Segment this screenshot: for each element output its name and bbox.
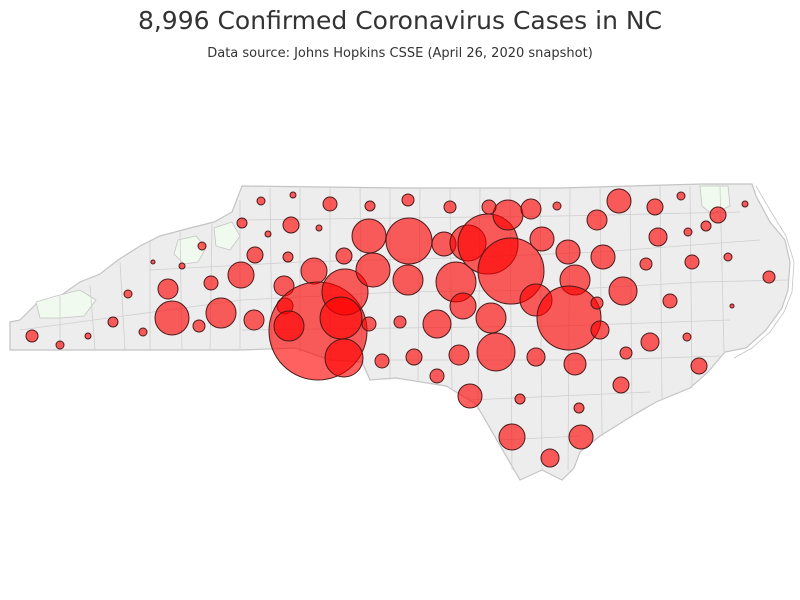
county-bubble xyxy=(197,241,207,251)
county-bubble xyxy=(555,239,581,265)
county-bubble xyxy=(243,309,265,331)
county-bubble xyxy=(319,296,363,340)
county-bubble xyxy=(590,320,610,340)
county-bubble xyxy=(586,209,608,231)
map-title: 8,996 Confirmed Coronavirus Cases in NC xyxy=(137,6,663,35)
county-bubble xyxy=(25,329,39,343)
county-bubble xyxy=(393,315,407,329)
county-bubble xyxy=(709,206,727,224)
county-bubble xyxy=(374,353,390,369)
county-bubble xyxy=(590,296,604,310)
county-bubble xyxy=(457,383,483,409)
county-bubble xyxy=(227,261,255,289)
county-bubble xyxy=(448,344,470,366)
county-bubble xyxy=(723,252,733,262)
county-bubble xyxy=(178,262,186,270)
county-bubble xyxy=(520,198,542,220)
county-bubble xyxy=(475,302,507,334)
county-bubble xyxy=(648,227,668,247)
county-bubble xyxy=(289,191,297,199)
county-bubble xyxy=(150,259,156,265)
county-bubble xyxy=(729,303,735,309)
outer-banks xyxy=(733,185,795,359)
county-bubble xyxy=(481,199,497,215)
county-bubble xyxy=(676,191,686,201)
county-bubble xyxy=(322,196,338,212)
county-bubble xyxy=(154,300,190,336)
county-bubble xyxy=(690,357,708,375)
county-bubble xyxy=(492,199,524,231)
county-bubble xyxy=(514,393,526,405)
county-bubble xyxy=(590,244,616,270)
county-bubble xyxy=(256,196,266,206)
bubble-layer xyxy=(25,188,776,468)
county-bubble xyxy=(536,285,602,351)
county-bubble xyxy=(646,198,664,216)
county-bubble xyxy=(364,200,376,212)
county-bubble xyxy=(612,376,630,394)
county-bubble xyxy=(84,332,92,340)
county-bubble xyxy=(741,200,749,208)
county-tinted xyxy=(35,289,97,319)
county-bubble xyxy=(282,216,300,234)
county-bubble xyxy=(264,230,272,238)
county-bubble xyxy=(568,424,594,450)
county-bubble xyxy=(526,347,546,367)
county-bubble xyxy=(123,289,133,299)
county-bubble xyxy=(498,423,526,451)
county-bubble xyxy=(552,201,562,211)
county-tinted xyxy=(213,221,241,251)
county-bubble xyxy=(563,352,587,376)
county-bubble xyxy=(662,293,678,309)
county-bubble xyxy=(700,220,712,232)
county-bubble xyxy=(157,278,179,300)
county-bubble xyxy=(683,227,693,237)
county-bubble xyxy=(405,348,423,366)
county-bubble xyxy=(449,292,477,320)
county-bubble xyxy=(608,276,638,306)
county-bubble xyxy=(355,252,391,288)
county-bubble xyxy=(203,275,219,291)
county-bubble xyxy=(107,316,119,328)
county-bubble xyxy=(236,217,248,229)
county-tinted xyxy=(173,235,207,265)
county-bubble xyxy=(682,332,692,342)
county-bubble xyxy=(573,402,585,414)
county-bubble xyxy=(619,346,633,360)
county-bubble xyxy=(429,368,445,384)
county-bubble xyxy=(361,316,377,332)
county-bubble xyxy=(422,309,452,339)
county-bubble xyxy=(300,257,328,285)
county-bubble xyxy=(351,218,387,254)
county-bubble xyxy=(138,327,148,337)
county-bubble xyxy=(205,297,237,329)
county-bubble xyxy=(684,254,700,270)
county-bubble xyxy=(606,188,632,214)
county-bubble xyxy=(401,193,415,207)
county-bubble xyxy=(476,332,516,372)
county-bubble xyxy=(762,270,776,284)
county-bubble xyxy=(324,338,364,378)
county-bubble xyxy=(246,246,264,264)
county-bubble xyxy=(55,340,65,350)
county-bubble xyxy=(540,448,560,468)
county-bubble xyxy=(639,257,653,271)
county-bubble xyxy=(335,247,353,265)
county-bubble xyxy=(529,226,555,252)
county-bubble xyxy=(443,200,457,214)
county-bubble xyxy=(385,217,433,265)
county-bubble xyxy=(192,319,206,333)
county-bubble xyxy=(282,251,294,263)
county-bubble xyxy=(315,224,323,232)
map-subtitle: Data source: Johns Hopkins CSSE (April 2… xyxy=(207,46,593,61)
county-bubble xyxy=(273,310,305,342)
county-bubble xyxy=(640,332,660,352)
county-bubble xyxy=(392,264,424,296)
